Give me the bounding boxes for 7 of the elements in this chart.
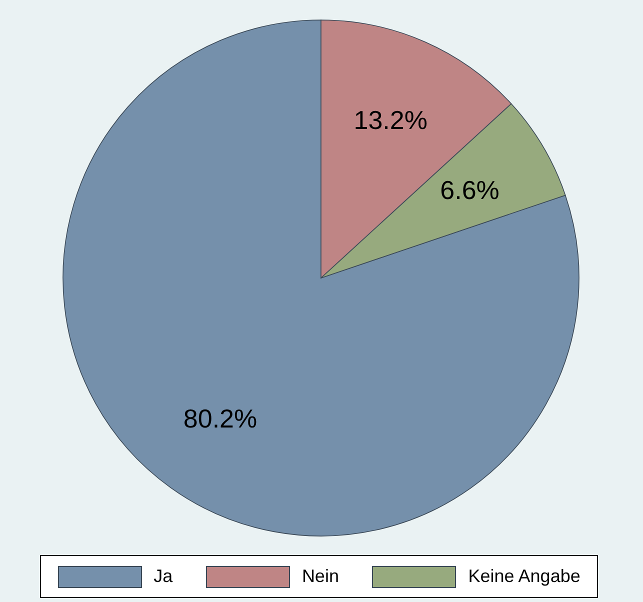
data-label: 13.2% xyxy=(354,104,428,135)
legend-label: Nein xyxy=(302,566,339,587)
data-label: 80.2% xyxy=(183,403,258,434)
legend-label: Ja xyxy=(154,566,173,587)
data-label: 6.6% xyxy=(440,175,500,206)
pie-slice xyxy=(62,20,579,536)
legend-label: Keine Angabe xyxy=(468,566,580,587)
